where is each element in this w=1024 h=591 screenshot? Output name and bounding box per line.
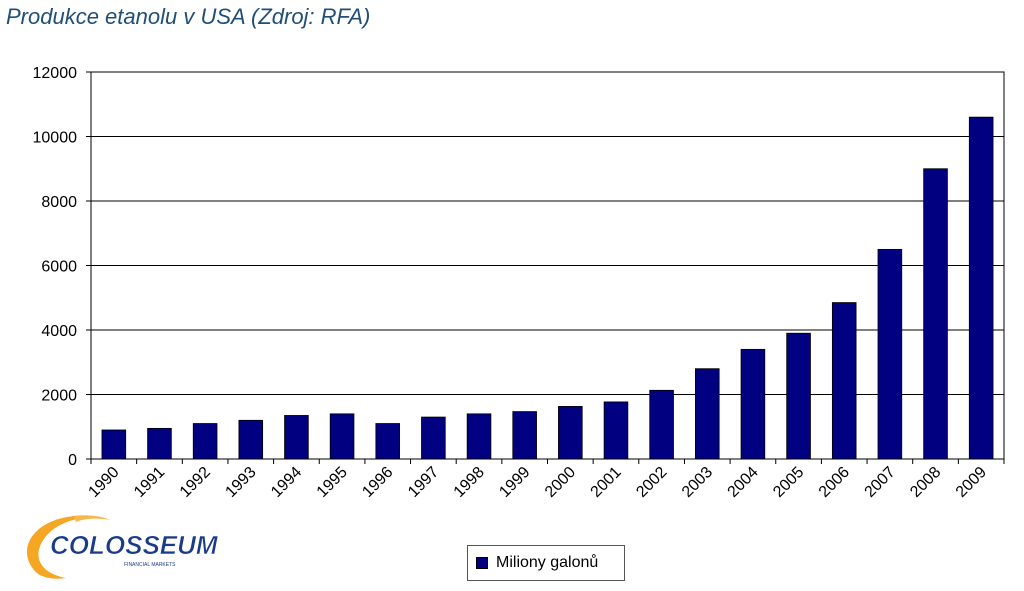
x-tick-label: 1998: [451, 464, 488, 501]
x-tick-label: 1992: [177, 464, 214, 501]
x-tick-label: 2008: [907, 464, 944, 501]
bar: [238, 419, 264, 460]
bar: [466, 413, 492, 460]
bar: [695, 368, 720, 460]
x-tick-label: 1996: [359, 464, 396, 501]
bar: [375, 423, 400, 460]
bar: [786, 332, 811, 460]
logo-text: COLOSSEUM: [50, 530, 219, 560]
bar: [603, 401, 629, 460]
x-tick-label: 2001: [588, 464, 625, 501]
x-tick-label: 2005: [770, 464, 807, 501]
legend-swatch: [476, 557, 488, 569]
bar: [192, 423, 218, 460]
x-tick-label: 1993: [222, 464, 259, 501]
y-tick-label: 2000: [41, 388, 77, 405]
y-tick-label: 4000: [41, 323, 77, 340]
bar: [421, 416, 446, 460]
x-tick-label: 1997: [405, 464, 442, 501]
bar: [649, 389, 674, 460]
bar: [923, 168, 948, 460]
y-tick-label: 0: [68, 452, 77, 469]
x-tick-label: 1994: [268, 464, 305, 501]
x-tick-label: 2007: [862, 464, 899, 501]
x-tick-label: 2009: [953, 464, 990, 501]
bar: [740, 348, 766, 460]
bar: [831, 302, 857, 460]
x-tick-label: 1990: [85, 464, 122, 501]
x-tick-label: 2003: [679, 464, 716, 501]
y-tick-label: 6000: [41, 259, 77, 276]
x-tick-label: 2000: [542, 464, 579, 501]
bar: [877, 248, 903, 460]
chart-title: Produkce etanolu v USA (Zdroj: RFA): [6, 4, 371, 29]
bar: [512, 411, 537, 460]
x-tick-label: 2002: [633, 464, 670, 501]
x-tick-label: 2004: [725, 464, 762, 501]
bar: [968, 116, 994, 460]
legend-label: Miliony galonů: [496, 554, 599, 571]
x-tick-label: 1999: [496, 464, 533, 501]
y-tick-label: 10000: [33, 130, 78, 147]
x-tick-label: 2006: [816, 464, 853, 501]
y-tick-label: 12000: [33, 65, 78, 82]
bar: [284, 415, 309, 460]
bar: [101, 429, 127, 460]
bar: [329, 413, 355, 460]
colosseum-logo: COLOSSEUM FINANCIAL MARKETS: [27, 515, 219, 579]
bar: [147, 427, 172, 460]
bar: [558, 406, 583, 460]
x-tick-label: 1995: [314, 464, 351, 501]
x-tick-label: 1991: [131, 464, 168, 501]
logo-subtext: FINANCIAL MARKETS: [124, 562, 176, 568]
legend: Miliony galonů: [467, 545, 625, 581]
y-tick-label: 8000: [41, 194, 77, 211]
